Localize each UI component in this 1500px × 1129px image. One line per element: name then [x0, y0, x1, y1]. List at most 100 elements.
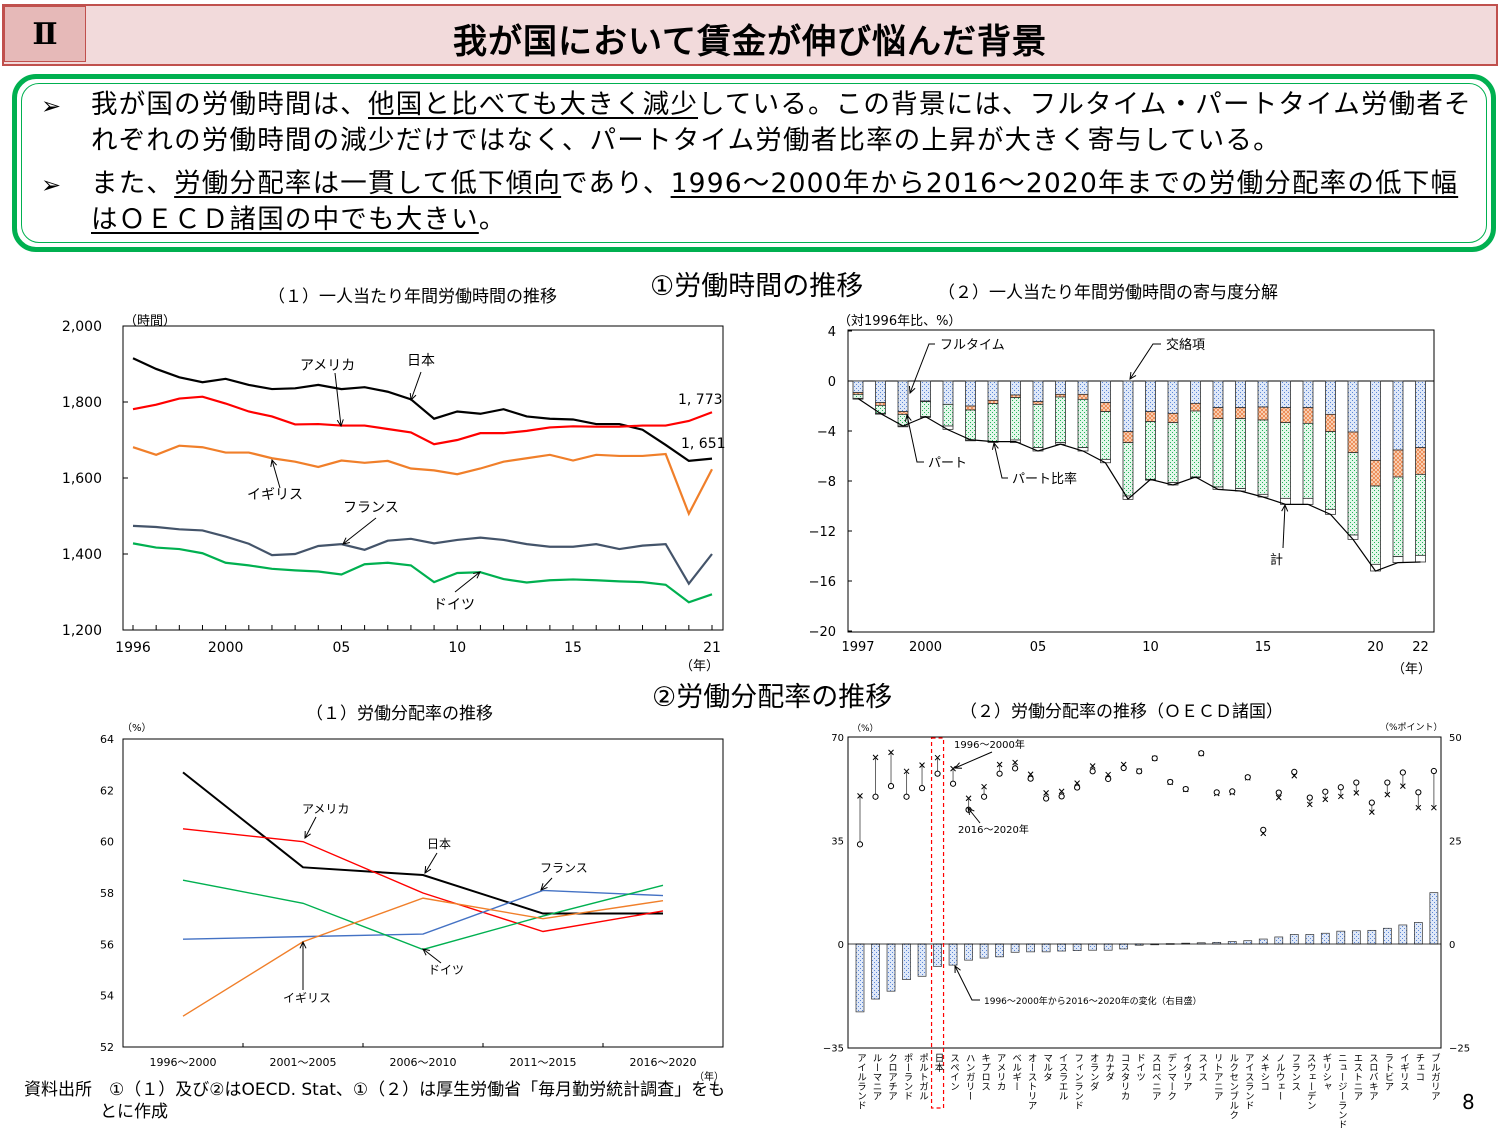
chart4-country-label: ブルガリア: [1428, 1053, 1440, 1101]
chart4-japan-highlight-box: [930, 737, 945, 1109]
chart4-marker-2016-2020: [1291, 768, 1298, 775]
chart2-bar-segment: [875, 402, 886, 406]
chart4-country-label: スロバキア: [1366, 1053, 1378, 1101]
chart4-y-tick-label-right: 50: [1449, 733, 1462, 744]
arrowhead-icon: [342, 537, 350, 545]
chart2-bar-segment: [1032, 380, 1044, 403]
chart2-x-tick-label: 1997: [841, 640, 874, 655]
arrowhead-icon: [954, 964, 961, 974]
chart4-y-tick-label-right: 25: [1449, 837, 1462, 848]
chart4-marker-1996-2000: [1012, 759, 1018, 766]
chart4-marker-2016-2020: [1368, 799, 1375, 806]
chart4-marker-2016-2020: [1229, 788, 1236, 795]
chart1-series-label: ドイツ: [433, 597, 475, 613]
chart2-bar-segment: [852, 393, 864, 399]
chart4-marker-1996-2000: [903, 768, 910, 775]
chart4-legend-2016-2020: 2016～2020年: [958, 823, 1029, 836]
annotation-arrow: [954, 751, 993, 769]
chart4-country-label: ギリシャ: [1320, 1053, 1332, 1091]
chart3-ylabel: （%）: [122, 723, 152, 734]
chart4-country-label: フィンランド: [1072, 1053, 1084, 1110]
chart2-bar-segment: [1235, 380, 1246, 409]
chart2-bar-segment: [1190, 380, 1201, 404]
chart2-bar-segment: [1100, 402, 1111, 413]
chart2-bar-segment: [942, 403, 954, 427]
chart3-series-label: アメリカ: [302, 802, 349, 816]
arrowhead-bullet-icon: ➢: [41, 171, 62, 199]
chart2-bar-segment: [965, 380, 976, 407]
chart2-bar-segment: [1010, 397, 1021, 441]
chart4-country-label: イスラエル: [1056, 1053, 1068, 1101]
chart2-bar-segment: [965, 405, 976, 411]
chart2-bar-segment: [875, 380, 886, 404]
chart4-country-label: アイスランド: [1242, 1053, 1254, 1110]
chart1-end-label: 1, 773: [678, 392, 723, 408]
chart4-marker-2016-2020: [980, 793, 988, 800]
arrowhead-icon: [991, 441, 999, 450]
chart2-bar-segment: [1122, 442, 1134, 497]
arrowhead-bullet-icon: ➢: [41, 92, 62, 120]
arrowhead-icon: [422, 948, 430, 956]
chart4-change-bar: [1010, 943, 1020, 953]
chart1-series-line: [132, 357, 713, 463]
chart2-bar-segment: [1347, 431, 1359, 454]
chart4-marker-2016-2020: [1074, 784, 1081, 791]
chart4-country-label: クロアチア: [886, 1053, 898, 1101]
arrowhead-icon: [336, 419, 344, 428]
chart4-marker-2016-2020: [1322, 788, 1329, 795]
chart3-y-tick-label: 54: [100, 990, 114, 1003]
chart4-country-label: ポーランド: [901, 1053, 913, 1101]
chart4-marker-2016-2020: [872, 793, 879, 800]
chart4-marker-2016-2020: [1198, 750, 1205, 757]
chart1-series-line: [132, 524, 713, 586]
chart4-change-bar: [1414, 922, 1423, 945]
chart2-bar-segment: [1370, 459, 1381, 487]
chart4-country-label: スイス: [1196, 1053, 1208, 1082]
chart4-change-bar: [1398, 924, 1408, 945]
arrowhead-icon: [304, 830, 311, 840]
chart4-change-bar: [948, 943, 958, 966]
chart4-country-label: オーストリア: [1025, 1053, 1037, 1110]
chart1-series-line: [132, 444, 713, 517]
chart2-bar-segment: [1190, 410, 1201, 478]
chart2-bar-segment: [987, 403, 999, 443]
chart1-ylabel: （時間）: [124, 314, 177, 329]
chart4-marker-2016-2020: [1182, 785, 1189, 793]
page-title: 我が国において賃金が伸び悩んだ背景: [453, 22, 1047, 62]
chart4-marker-2016-2020: [1244, 774, 1251, 781]
chart2-bar-segment: [1392, 476, 1404, 558]
chart4-country-label: ベルギー: [1010, 1053, 1022, 1091]
annotation-arrow: [909, 343, 935, 394]
chart1-y-tick-label: 1,800: [62, 395, 102, 411]
chart2-bar-segment: [1212, 418, 1224, 488]
arrowhead-icon: [299, 940, 307, 949]
chart2-x-tick-label: 10: [1142, 640, 1159, 655]
annotation-arrow: [906, 414, 924, 463]
annotation-arrow: [304, 816, 317, 839]
chart4-y-tick-label-right: −25: [1449, 1044, 1470, 1055]
chart4-change-bar: [1336, 930, 1346, 945]
chart4-marker-1996-2000: [1431, 804, 1437, 811]
chart2-y-tick-label: −8: [817, 475, 836, 490]
chart4-marker-1996-2000: [1027, 771, 1034, 778]
chart4-country-label: スウェーデン: [1304, 1053, 1316, 1110]
chart2-bar-segment: [1100, 411, 1111, 460]
arrowhead-icon: [953, 762, 963, 769]
chart4-country-label: オランダ: [1087, 1053, 1099, 1091]
chart2-bar-segment: [1235, 407, 1246, 420]
section-heading-hours: ①労働時間の推移: [650, 271, 864, 302]
chart3-y-tick-label: 58: [100, 887, 114, 900]
chart2-bar-segment: [1122, 380, 1134, 433]
chart2-bar-segment: [1325, 431, 1336, 510]
chart4-marker-1996-2000: [965, 795, 972, 802]
chart4-marker-1996-2000: [919, 762, 925, 768]
chart2-bar-segment: [1077, 398, 1089, 449]
chart4-country-label: デンマーク: [1165, 1053, 1177, 1101]
chart4-marker-2016-2020: [1043, 795, 1050, 802]
chart4-change-bar: [1320, 932, 1330, 945]
chart2-x-tick-label: 15: [1255, 640, 1272, 655]
chart2-bar-segment: [1100, 380, 1111, 404]
arrowhead-icon: [270, 458, 278, 467]
arrowhead-icon: [1129, 371, 1137, 380]
chart4-marker-2016-2020: [1415, 789, 1422, 796]
